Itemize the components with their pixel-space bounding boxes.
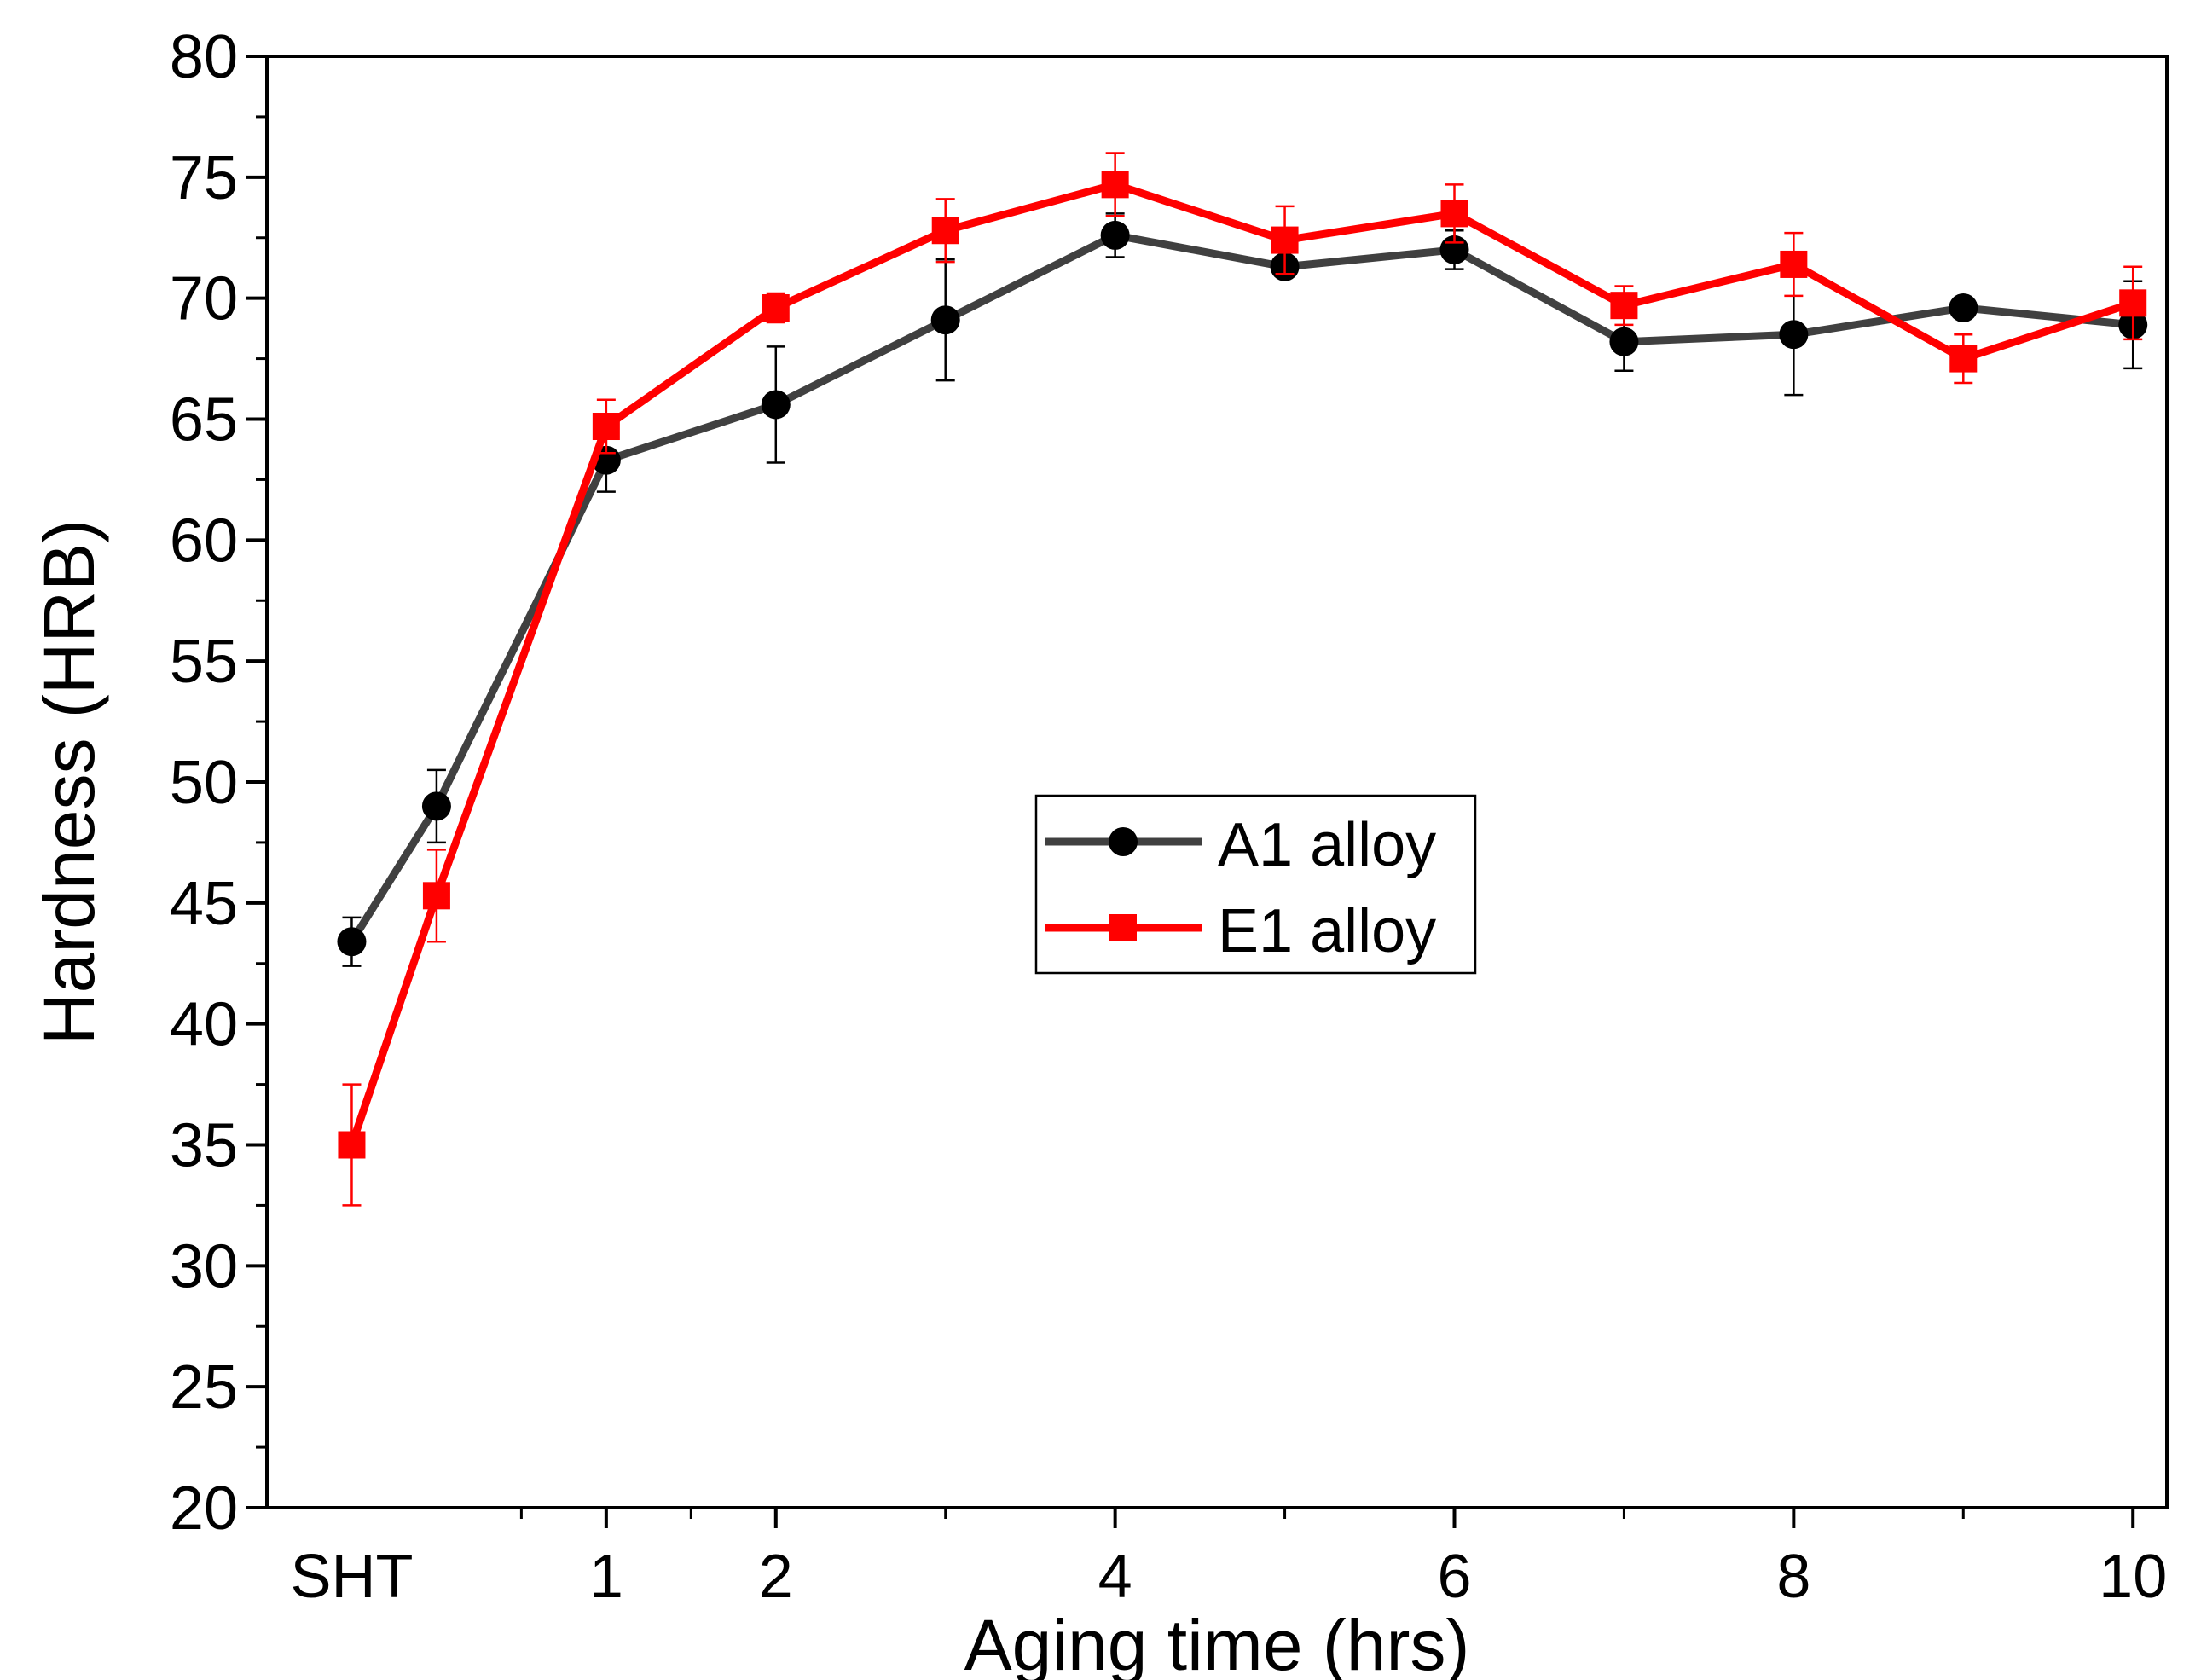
data-point-a1 [421, 791, 451, 821]
data-point-a1 [761, 390, 791, 420]
data-point-a1 [1609, 327, 1639, 356]
legend-marker-e1 [1109, 914, 1137, 941]
data-point-a1 [1949, 293, 1978, 323]
y-tick-label: 65 [170, 386, 238, 455]
data-point-e1 [422, 882, 450, 910]
x-axis-label: Aging time (hrs) [964, 1605, 1470, 1680]
series-a1 [337, 212, 2148, 967]
data-point-e1 [1271, 226, 1299, 254]
data-point-e1 [931, 217, 959, 245]
series-e1 [338, 152, 2147, 1207]
legend: A1 alloy E1 alloy [1034, 794, 1477, 975]
x-tick-label: SHT [290, 1543, 413, 1611]
data-point-e1 [1780, 250, 1808, 278]
x-tick-label: 10 [2099, 1543, 2167, 1611]
y-tick-label: 55 [170, 628, 238, 696]
legend-box [1034, 794, 1477, 975]
y-tick-label: 75 [170, 144, 238, 212]
y-tick-label: 80 [170, 23, 238, 91]
data-point-e1 [1610, 292, 1638, 320]
series-line-e1 [348, 180, 2134, 1146]
x-tick-label: 1 [589, 1543, 623, 1611]
legend-label-e1: E1 alloy [1218, 897, 1436, 965]
x-tick-label: 6 [1437, 1543, 1471, 1611]
legend-label-a1: A1 alloy [1218, 811, 1436, 879]
y-tick-label: 20 [170, 1474, 238, 1543]
data-point-a1 [930, 305, 960, 335]
y-tick-label: 25 [170, 1353, 238, 1422]
data-point-e1 [1101, 171, 1129, 199]
y-tick-label: 60 [170, 507, 238, 575]
data-point-e1 [1440, 200, 1468, 228]
data-point-e1 [762, 294, 790, 322]
data-point-e1 [1949, 345, 1978, 373]
x-tick-label: 8 [1776, 1543, 1810, 1611]
data-point-e1 [338, 1131, 366, 1159]
legend-marker-a1 [1109, 827, 1138, 856]
y-tick-label: 35 [170, 1112, 238, 1180]
data-point-a1 [337, 927, 367, 957]
y-tick-label: 40 [170, 991, 238, 1059]
data-point-e1 [2119, 289, 2147, 317]
y-tick-label: 30 [170, 1232, 238, 1301]
y-tick-label: 45 [170, 870, 238, 938]
y-tick-label: 70 [170, 265, 238, 333]
x-tick-label: 2 [759, 1543, 793, 1611]
data-point-e1 [592, 413, 620, 441]
y-tick-label: 50 [170, 749, 238, 817]
y-axis-label: Hardness (HRB) [29, 519, 109, 1045]
data-point-a1 [1100, 220, 1130, 250]
x-tick-label: 4 [1098, 1543, 1132, 1611]
data-point-a1 [1779, 320, 1809, 350]
series-line-a1 [348, 231, 2134, 944]
